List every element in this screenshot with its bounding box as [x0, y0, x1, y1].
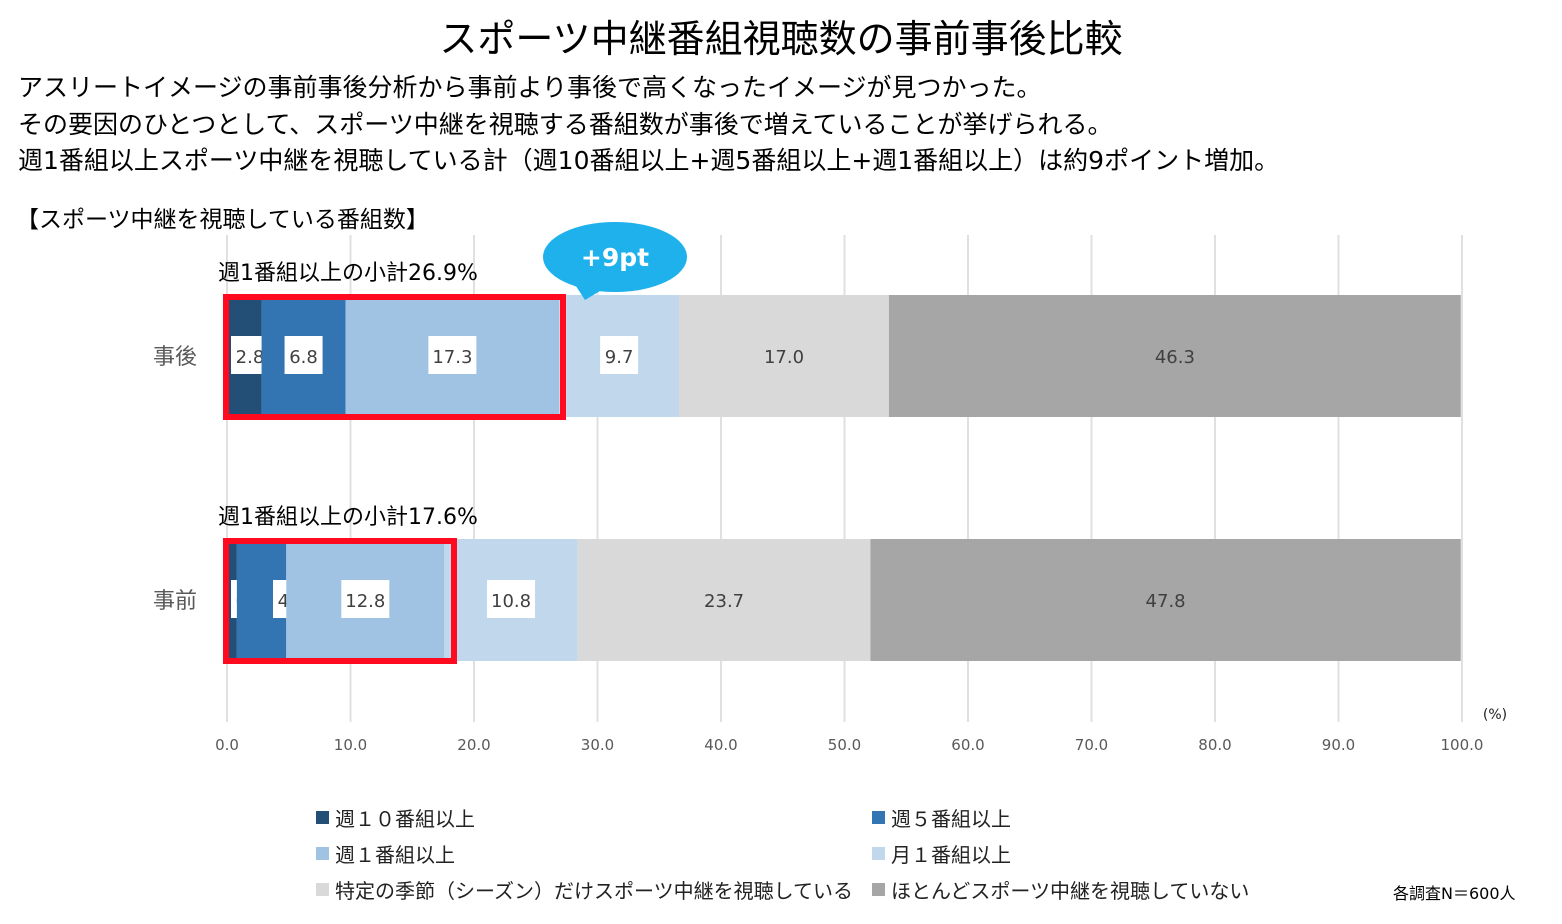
callout-bubble [543, 222, 687, 292]
x-tick-label: 0.0 [215, 736, 239, 754]
x-tick-label: 30.0 [581, 736, 614, 754]
legend-swatch [872, 811, 885, 824]
legend-swatch [316, 847, 329, 860]
legend-swatch [872, 847, 885, 860]
x-tick-label: 40.0 [704, 736, 737, 754]
x-tick-label: 90.0 [1322, 736, 1355, 754]
section-label: 【スポーツ中継を視聴している番組数】 [16, 207, 429, 233]
data-label: 46.3 [1155, 347, 1195, 368]
legend-item: 週５番組以上 [872, 803, 1011, 832]
description-line-1: アスリートイメージの事前事後分析から事前より事後で高くなったイメージが見つかった… [18, 73, 1042, 102]
x-tick-label: 70.0 [1075, 736, 1108, 754]
data-label: 10.8 [491, 591, 531, 612]
legend-label: 週５番組以上 [891, 807, 1011, 831]
data-label-box [600, 336, 639, 374]
highlight-box [223, 538, 457, 664]
data-label-box [428, 336, 477, 374]
x-tick-label: 20.0 [457, 736, 490, 754]
bar-segment [870, 539, 1461, 661]
sample-size-note: 各調査N＝600人 [1393, 884, 1516, 903]
legend-item: ほとんどスポーツ中継を視聴していない [872, 875, 1249, 904]
data-label-box [284, 336, 323, 374]
legend-label: 週１番組以上 [335, 843, 455, 867]
subtotal-label: 週1番組以上の小計17.6% [218, 505, 478, 530]
data-label: 17.3 [432, 347, 472, 368]
page-title: スポーツ中継番組視聴数の事前事後比較 [439, 17, 1123, 61]
bar-segment [679, 295, 889, 417]
x-tick-label: 50.0 [828, 736, 861, 754]
x-tick-label: 80.0 [1198, 736, 1231, 754]
legend-label: 月１番組以上 [891, 843, 1011, 867]
x-tick-label: 10.0 [334, 736, 367, 754]
legend-swatch [316, 811, 329, 824]
data-label-box [341, 580, 390, 618]
bar-segment [888, 295, 1461, 417]
legend-label: 特定の季節（シーズン）だけスポーツ中継を視聴している [335, 879, 853, 903]
legend-swatch [316, 883, 329, 896]
bar-segment [577, 539, 871, 661]
legend-item: 特定の季節（シーズン）だけスポーツ中継を視聴している [316, 875, 853, 904]
x-tick-label: 60.0 [951, 736, 984, 754]
x-tick-label: 100.0 [1441, 736, 1484, 754]
description-line-2: その要因のひとつとして、スポーツ中継を視聴する番組数が事後で増えていることが挙げ… [18, 110, 1113, 139]
legend-item: 週１０番組以上 [316, 803, 475, 832]
data-label: 9.7 [605, 347, 634, 368]
legend-swatch [872, 883, 885, 896]
data-label: 47.8 [1146, 591, 1186, 612]
legend-item: 週１番組以上 [316, 839, 455, 868]
category-label: 事後 [153, 345, 197, 370]
category-label: 事前 [153, 589, 197, 614]
description-line-3: 週1番組以上スポーツ中継を視聴している計（週10番組以上+週5番組以上+週1番組… [18, 146, 1280, 175]
legend-item: 月１番組以上 [872, 839, 1011, 868]
legend-label: ほとんどスポーツ中継を視聴していない [891, 879, 1250, 903]
data-label: 12.8 [345, 591, 385, 612]
subtotal-label: 週1番組以上の小計26.9% [218, 261, 478, 286]
data-label: 17.0 [764, 347, 804, 368]
data-label: 2.8 [236, 347, 265, 368]
x-unit-label: (%) [1483, 707, 1507, 723]
highlight-box [223, 294, 566, 420]
callout-text: +9pt [581, 243, 649, 272]
data-label: 23.7 [704, 591, 744, 612]
legend-label: 週１０番組以上 [335, 807, 475, 831]
data-label: 6.8 [289, 347, 318, 368]
data-label-box [487, 580, 536, 618]
